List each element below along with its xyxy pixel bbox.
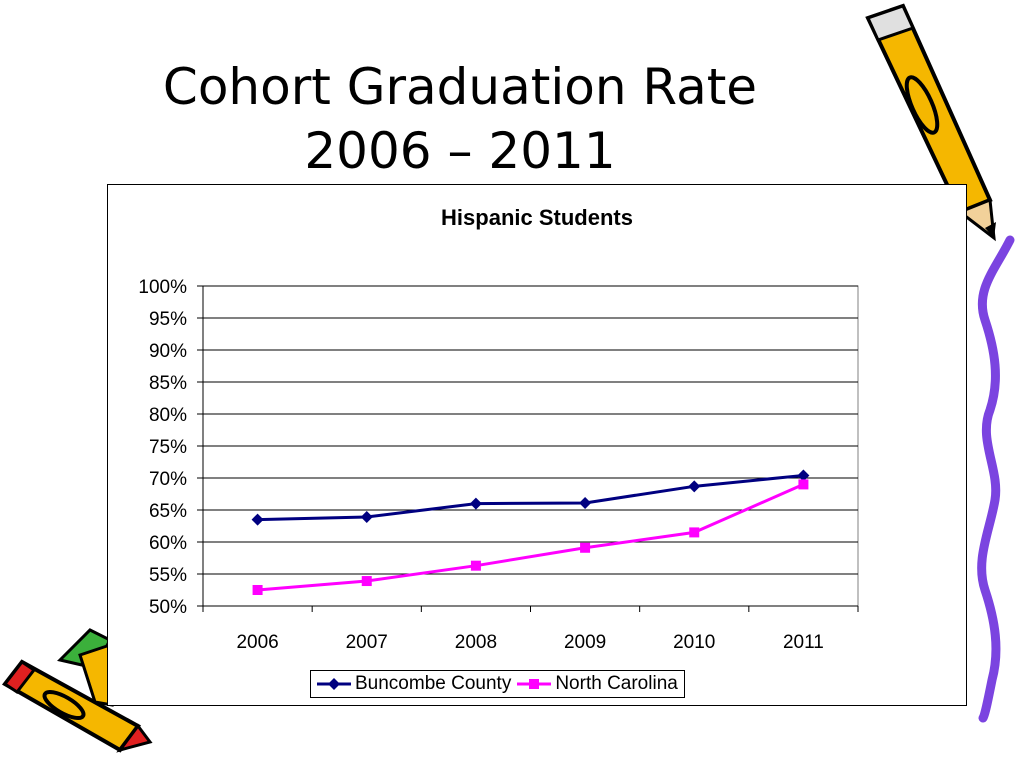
line-chart: 50% 55% 60% 65% 70% 75% 80% 85% 90% 95% 100% 2006 20… [138, 277, 859, 653]
pencil-icon [2, 628, 153, 753]
data-point [580, 542, 591, 553]
chart-legend: Buncombe County North Carolina [310, 670, 685, 698]
x-tick-label: 2007 [346, 632, 388, 653]
slide-title-line-1: Cohort Graduation Rate [162, 58, 758, 116]
y-tick-label: 65% [149, 501, 187, 522]
y-tick-label: 85% [149, 373, 187, 394]
legend-swatch-diamond-icon [317, 678, 351, 690]
legend-label-north-carolina: North Carolina [555, 673, 678, 694]
squiggle-line-icon [977, 235, 1015, 723]
y-tick-label: 100% [138, 277, 187, 298]
data-point [469, 497, 482, 510]
y-tick-label: 70% [149, 469, 187, 490]
legend-label-buncombe: Buncombe County [355, 673, 512, 694]
data-point [689, 527, 700, 538]
data-point [688, 480, 701, 493]
x-tick-label: 2010 [673, 632, 715, 653]
legend-swatch-square-icon [517, 679, 552, 689]
legend-item-north-carolina: North Carolina [517, 673, 678, 695]
slide-title-line-2: 2006 – 2011 [304, 122, 616, 180]
y-tick-label: 75% [149, 437, 187, 458]
y-tick-label: 80% [149, 405, 187, 426]
data-point [579, 496, 592, 509]
y-tick-label: 55% [149, 565, 187, 586]
pencil-icon [865, 3, 996, 242]
legend-item-buncombe: Buncombe County [317, 673, 511, 695]
data-point [360, 511, 373, 524]
y-tick-label: 50% [149, 597, 187, 618]
chart-frame: 50% 55% 60% 65% 70% 75% 80% 85% 90% 95% 100% 2006 20… [107, 184, 967, 706]
series-line [257, 483, 805, 592]
x-tick-label: 2006 [236, 632, 278, 653]
data-point [251, 513, 264, 526]
data-point [361, 576, 372, 587]
x-tick-label: 2009 [564, 632, 606, 653]
data-point [470, 560, 481, 571]
x-tick-label: 2008 [455, 632, 497, 653]
data-point [797, 469, 810, 482]
y-tick-label: 90% [149, 341, 187, 362]
data-point [798, 479, 809, 490]
x-tick-label: 2011 [783, 632, 824, 653]
series-line [257, 473, 804, 522]
data-point [252, 585, 263, 595]
y-tick-label: 95% [149, 309, 187, 330]
chart-title: Hispanic Students [441, 205, 633, 230]
slide-title: Cohort Graduation Rate 2006 – 2011 [60, 55, 860, 183]
y-tick-label: 60% [149, 533, 187, 554]
